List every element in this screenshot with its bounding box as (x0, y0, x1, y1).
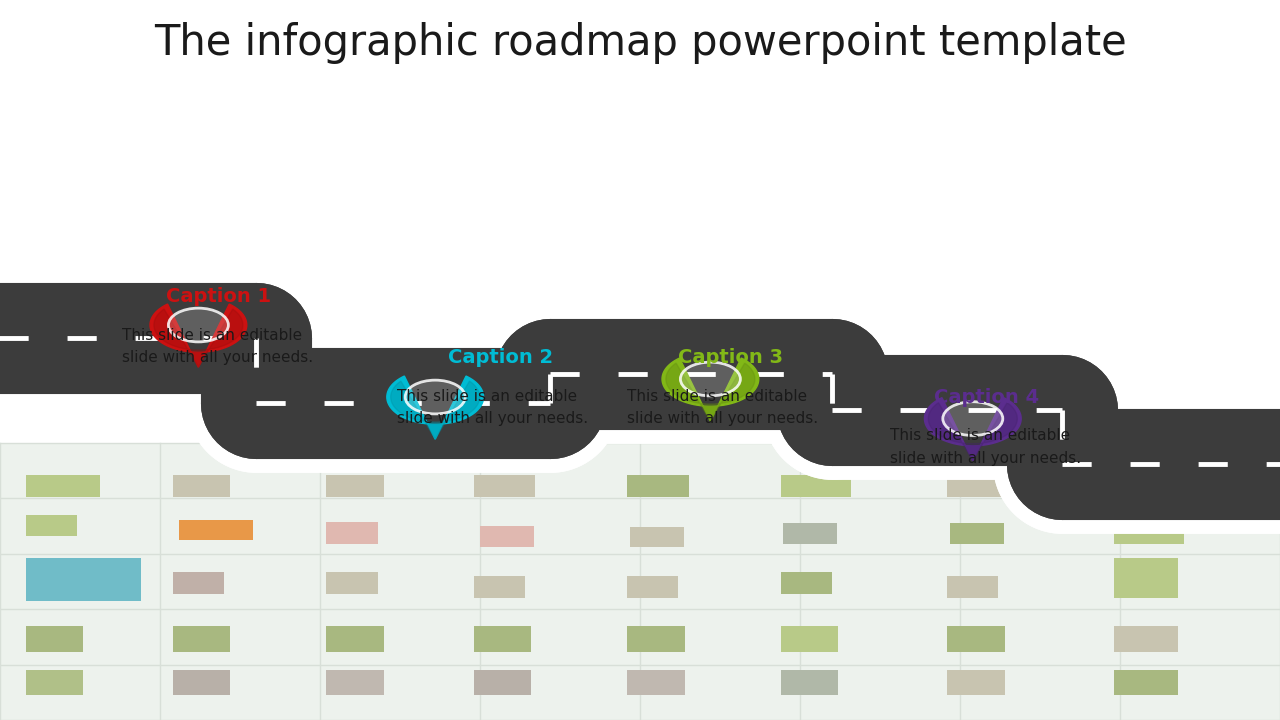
FancyBboxPatch shape (480, 526, 534, 547)
FancyBboxPatch shape (326, 626, 384, 652)
FancyBboxPatch shape (947, 576, 998, 598)
FancyBboxPatch shape (26, 626, 83, 652)
FancyBboxPatch shape (179, 520, 253, 540)
FancyBboxPatch shape (474, 670, 531, 695)
FancyBboxPatch shape (326, 572, 378, 594)
FancyBboxPatch shape (627, 475, 689, 497)
FancyBboxPatch shape (1114, 558, 1178, 598)
Polygon shape (150, 304, 247, 367)
Text: The infographic roadmap powerpoint template: The infographic roadmap powerpoint templ… (154, 22, 1126, 64)
FancyBboxPatch shape (173, 572, 224, 594)
FancyBboxPatch shape (26, 558, 141, 601)
FancyBboxPatch shape (26, 670, 83, 695)
FancyBboxPatch shape (630, 527, 684, 547)
FancyBboxPatch shape (947, 475, 1009, 497)
Text: This slide is an editable
slide with all your needs.: This slide is an editable slide with all… (122, 328, 312, 365)
FancyBboxPatch shape (0, 443, 1280, 720)
FancyBboxPatch shape (947, 626, 1005, 652)
Polygon shape (924, 397, 1021, 461)
FancyBboxPatch shape (627, 626, 685, 652)
FancyBboxPatch shape (474, 626, 531, 652)
FancyBboxPatch shape (781, 670, 838, 695)
FancyBboxPatch shape (627, 576, 678, 598)
Polygon shape (928, 402, 1018, 461)
FancyBboxPatch shape (474, 475, 535, 497)
Text: Caption 3: Caption 3 (678, 348, 783, 367)
FancyBboxPatch shape (781, 572, 832, 594)
FancyBboxPatch shape (781, 475, 851, 497)
FancyBboxPatch shape (950, 523, 1004, 544)
Text: Caption 1: Caption 1 (166, 287, 271, 306)
Text: This slide is an editable
slide with all your needs.: This slide is an editable slide with all… (627, 389, 818, 426)
FancyBboxPatch shape (326, 475, 384, 497)
FancyBboxPatch shape (627, 670, 685, 695)
Polygon shape (154, 309, 243, 367)
FancyBboxPatch shape (781, 626, 838, 652)
FancyBboxPatch shape (783, 523, 837, 544)
Text: Caption 2: Caption 2 (448, 348, 553, 367)
FancyBboxPatch shape (474, 576, 525, 598)
FancyBboxPatch shape (173, 475, 230, 497)
Polygon shape (387, 376, 484, 439)
FancyBboxPatch shape (1114, 626, 1178, 652)
Polygon shape (662, 358, 759, 421)
Text: This slide is an editable
slide with all your needs.: This slide is an editable slide with all… (397, 389, 588, 426)
Circle shape (169, 308, 228, 342)
Polygon shape (666, 363, 755, 421)
FancyBboxPatch shape (1114, 670, 1178, 695)
Circle shape (943, 402, 1002, 436)
FancyBboxPatch shape (326, 522, 378, 544)
FancyBboxPatch shape (1114, 475, 1184, 497)
FancyBboxPatch shape (173, 626, 230, 652)
FancyBboxPatch shape (326, 670, 384, 695)
Polygon shape (390, 381, 480, 439)
Text: Caption 4: Caption 4 (934, 388, 1039, 407)
FancyBboxPatch shape (173, 670, 230, 695)
Circle shape (406, 380, 465, 414)
FancyBboxPatch shape (1114, 523, 1184, 544)
Circle shape (681, 362, 740, 396)
FancyBboxPatch shape (26, 515, 77, 536)
FancyBboxPatch shape (947, 670, 1005, 695)
FancyBboxPatch shape (26, 475, 100, 497)
Text: This slide is an editable
slide with all your needs.: This slide is an editable slide with all… (890, 428, 1080, 466)
